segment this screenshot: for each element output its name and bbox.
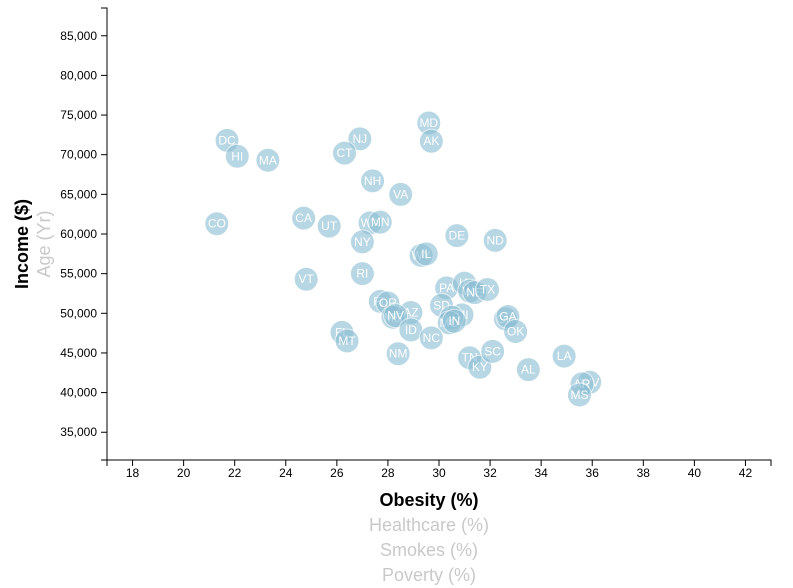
state-marker-ma[interactable]: MA: [255, 147, 281, 173]
x-axis-option-healthcare[interactable]: Healthcare (%): [369, 515, 489, 535]
state-circle[interactable]: [482, 227, 508, 253]
x-axis-option-smokes[interactable]: Smokes (%): [380, 540, 478, 560]
state-circle[interactable]: [480, 338, 506, 364]
data-points: DCHIMACOCAUTVTNJCTMDAKNHVAWAMNNYDENDWYIL…: [204, 110, 603, 408]
y-tick-label: 35,000: [60, 425, 97, 439]
x-tick-label: 40: [688, 466, 702, 480]
state-circle[interactable]: [255, 147, 281, 173]
y-axis: 35,000 40,000 45,000 50,000 55,000 60,000 65,0…: [60, 7, 108, 461]
y-tick-label: 45,000: [60, 346, 97, 360]
x-tick-label: 18: [126, 466, 140, 480]
x-tick-label: 36: [586, 466, 600, 480]
x-axis-option-obesity[interactable]: Obesity (%): [379, 490, 478, 510]
y-axis-option-age[interactable]: Age (Yr): [34, 210, 54, 277]
x-tick-label: 30: [432, 466, 446, 480]
state-marker-ok[interactable]: OK: [503, 319, 529, 345]
state-marker-ak[interactable]: AK: [418, 128, 444, 154]
state-marker-nd[interactable]: ND: [482, 227, 508, 253]
state-circle[interactable]: [385, 341, 411, 367]
state-marker-in[interactable]: IN: [441, 308, 467, 334]
y-tick-label: 55,000: [60, 267, 97, 281]
state-circle[interactable]: [551, 343, 577, 369]
state-marker-vt[interactable]: VT: [293, 266, 319, 292]
y-tick-label: 70,000: [60, 148, 97, 162]
y-tick-label: 75,000: [60, 108, 97, 122]
state-marker-sc[interactable]: SC: [480, 338, 506, 364]
state-circle[interactable]: [475, 277, 501, 303]
x-tick-label: 24: [279, 466, 293, 480]
state-marker-va[interactable]: VA: [388, 181, 414, 207]
state-marker-ut[interactable]: UT: [316, 213, 342, 239]
x-tick-label: 28: [381, 466, 395, 480]
state-marker-nc[interactable]: NC: [418, 325, 444, 351]
state-circle[interactable]: [388, 181, 414, 207]
y-tick-label: 85,000: [60, 29, 97, 43]
x-tick-label: 26: [330, 466, 344, 480]
state-circle[interactable]: [224, 143, 250, 169]
state-circle[interactable]: [566, 382, 592, 408]
state-marker-ct[interactable]: CT: [332, 140, 358, 166]
x-axis-option-poverty[interactable]: Poverty (%): [382, 565, 476, 585]
state-marker-ca[interactable]: CA: [291, 205, 317, 231]
state-circle[interactable]: [349, 229, 375, 255]
y-axis-option-income[interactable]: Income ($): [12, 199, 32, 289]
state-circle[interactable]: [515, 357, 541, 383]
state-marker-al[interactable]: AL: [515, 357, 541, 383]
state-marker-de[interactable]: DE: [444, 223, 470, 249]
state-circle[interactable]: [503, 319, 529, 345]
state-marker-ny[interactable]: NY: [349, 229, 375, 255]
state-marker-ri[interactable]: RI: [349, 261, 375, 287]
state-marker-mn[interactable]: MN: [367, 209, 393, 235]
x-tick-label: 34: [534, 466, 548, 480]
x-tick-label: 38: [637, 466, 651, 480]
state-marker-nh[interactable]: NH: [360, 168, 386, 194]
state-marker-hi[interactable]: HI: [224, 143, 250, 169]
state-circle[interactable]: [367, 209, 393, 235]
y-tick-label: 60,000: [60, 227, 97, 241]
state-marker-la[interactable]: LA: [551, 343, 577, 369]
x-tick-label: 32: [483, 466, 497, 480]
x-tick-label: 42: [739, 466, 753, 480]
y-tick-label: 40,000: [60, 386, 97, 400]
state-marker-tx[interactable]: TX: [475, 277, 501, 303]
y-tick-label: 50,000: [60, 306, 97, 320]
y-tick-label: 65,000: [60, 187, 97, 201]
state-circle[interactable]: [291, 205, 317, 231]
state-circle[interactable]: [349, 261, 375, 287]
state-circle[interactable]: [204, 211, 230, 237]
state-circle[interactable]: [441, 308, 467, 334]
state-circle[interactable]: [413, 241, 439, 267]
x-axis: 18 20 22 24 26 28 30 32 34 36 38 40 42: [106, 459, 772, 480]
state-circle[interactable]: [418, 128, 444, 154]
state-circle[interactable]: [360, 168, 386, 194]
state-marker-il[interactable]: IL: [413, 241, 439, 267]
state-circle[interactable]: [293, 266, 319, 292]
x-tick-label: 22: [228, 466, 242, 480]
state-circle[interactable]: [418, 325, 444, 351]
state-circle[interactable]: [316, 213, 342, 239]
y-tick-label: 80,000: [60, 68, 97, 82]
state-marker-ms[interactable]: MS: [566, 382, 592, 408]
state-marker-nm[interactable]: NM: [385, 341, 411, 367]
state-circle[interactable]: [332, 140, 358, 166]
x-tick-label: 20: [177, 466, 191, 480]
state-marker-co[interactable]: CO: [204, 211, 230, 237]
y-axis-labels: Income ($) Age (Yr): [12, 199, 54, 289]
state-circle[interactable]: [334, 328, 360, 354]
x-axis-labels: Obesity (%) Healthcare (%) Smokes (%) Pover…: [369, 490, 489, 585]
state-marker-mt[interactable]: MT: [334, 328, 360, 354]
state-circle[interactable]: [444, 223, 470, 249]
